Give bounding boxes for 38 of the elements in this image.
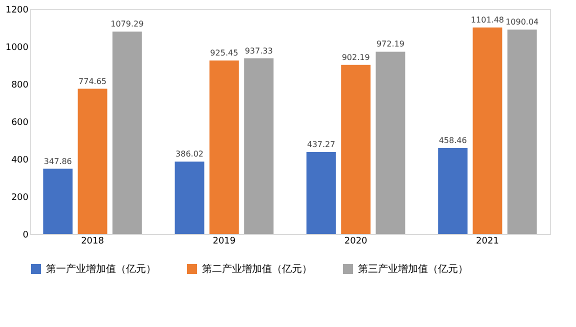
bar: [438, 148, 468, 234]
data-label: 386.02: [176, 150, 204, 159]
bar: [472, 27, 502, 234]
data-label: 925.45: [210, 48, 238, 58]
legend-label: 第二产业增加值（亿元）: [202, 263, 312, 275]
y-tick-label: 400: [11, 156, 29, 166]
bar: [174, 162, 204, 234]
y-tick-label: 200: [11, 193, 29, 203]
data-label: 937.33: [244, 46, 273, 56]
data-label: 1101.48: [470, 15, 504, 24]
x-tick-label: 2018: [81, 236, 104, 246]
bar: [112, 32, 142, 234]
bar: [78, 88, 108, 234]
x-tick-label: 2021: [476, 236, 499, 246]
bar: [209, 60, 239, 234]
data-label: 458.46: [438, 136, 467, 146]
data-label: 437.27: [307, 140, 336, 150]
bar: [507, 30, 537, 234]
x-tick-label: 2019: [212, 236, 236, 246]
y-tick-label: 1200: [6, 6, 29, 16]
y-tick-label: 800: [11, 80, 29, 90]
y-tick-label: 1000: [6, 43, 29, 53]
y-tick-label: 0: [22, 230, 29, 240]
bar: [43, 168, 73, 234]
bar: [376, 52, 406, 234]
data-label: 1079.29: [110, 20, 144, 29]
x-tick-label: 2020: [344, 236, 368, 246]
data-label: 347.86: [44, 156, 72, 166]
legend-label: 第三产业增加值（亿元）: [358, 263, 468, 275]
bar: [306, 152, 336, 234]
bar: [341, 64, 371, 234]
bar: [244, 58, 274, 234]
data-label: 902.19: [342, 52, 370, 62]
data-label: 1090.04: [506, 18, 539, 27]
y-tick-label: 600: [11, 118, 29, 128]
data-label: 972.19: [376, 40, 404, 49]
legend-label: 第一产业增加值（亿元）: [46, 263, 156, 275]
data-label: 774.65: [78, 76, 107, 86]
